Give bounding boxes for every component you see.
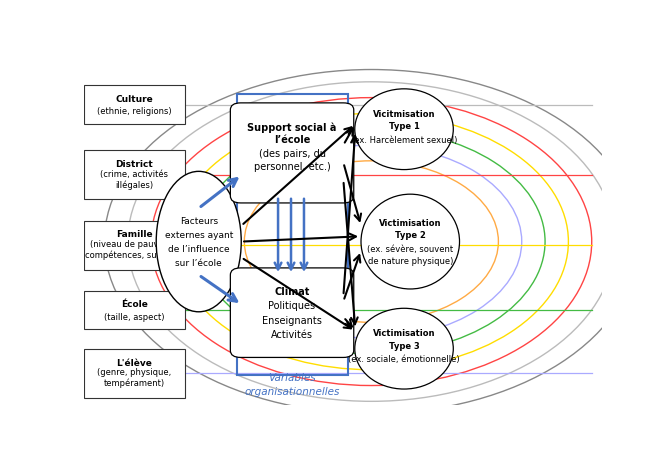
FancyBboxPatch shape [230,268,354,358]
Text: illégales): illégales) [115,180,153,189]
Text: L'élève: L'élève [116,358,152,367]
Text: personnel, etc.): personnel, etc.) [254,162,330,172]
Text: tempérament): tempérament) [104,378,165,387]
Text: Type 3: Type 3 [389,341,419,350]
Text: Culture: Culture [115,95,153,104]
Text: Climat: Climat [274,287,310,297]
Text: (ethnie, religions): (ethnie, religions) [97,107,171,116]
Text: Type 2: Type 2 [395,231,425,239]
Text: District: District [115,160,153,169]
Ellipse shape [157,172,242,312]
Text: compétences, support): compétences, support) [86,250,183,259]
Text: l’école: l’école [274,135,310,145]
Text: Vicitmisation: Vicitmisation [373,110,436,119]
FancyBboxPatch shape [84,221,185,270]
Text: sur l’école: sur l’école [175,258,222,268]
Text: (des pairs, du: (des pairs, du [258,148,326,158]
Text: Famille: Famille [116,230,153,239]
Ellipse shape [361,195,460,289]
Text: (crime, activités: (crime, activités [100,170,168,178]
Text: (ex. Harcèlement sexuel): (ex. Harcèlement sexuel) [351,136,457,145]
Text: Victimisation: Victimisation [379,218,442,227]
Text: (ex. sévère, souvent: (ex. sévère, souvent [367,244,454,253]
Text: Variables
organisationnelles: Variables organisationnelles [245,372,340,396]
FancyBboxPatch shape [230,104,354,203]
Text: Victimisation: Victimisation [373,329,436,338]
Text: (ex. sociale, émotionnelle): (ex. sociale, émotionnelle) [349,354,460,363]
FancyBboxPatch shape [84,151,185,200]
Text: (taille, aspect): (taille, aspect) [104,312,165,321]
Text: (niveau de pauvreté,: (niveau de pauvreté, [90,239,179,249]
FancyBboxPatch shape [84,291,185,329]
Bar [237,95,348,375]
Text: de nature physique): de nature physique) [367,257,453,266]
Text: externes ayant: externes ayant [165,231,233,239]
Ellipse shape [355,308,454,389]
Text: Type 1: Type 1 [389,122,419,131]
Text: Activités: Activités [271,329,313,339]
FancyBboxPatch shape [84,349,185,398]
Text: Facteurs: Facteurs [180,217,218,226]
FancyBboxPatch shape [84,86,185,125]
Ellipse shape [355,90,454,170]
Text: de l’influence: de l’influence [168,244,229,253]
Text: (genre, physique,: (genre, physique, [97,368,171,376]
Text: École: École [120,299,148,308]
Text: Support social à: Support social à [248,122,337,132]
Text: Politiques: Politiques [268,301,316,311]
Text: Enseignants: Enseignants [262,315,322,325]
